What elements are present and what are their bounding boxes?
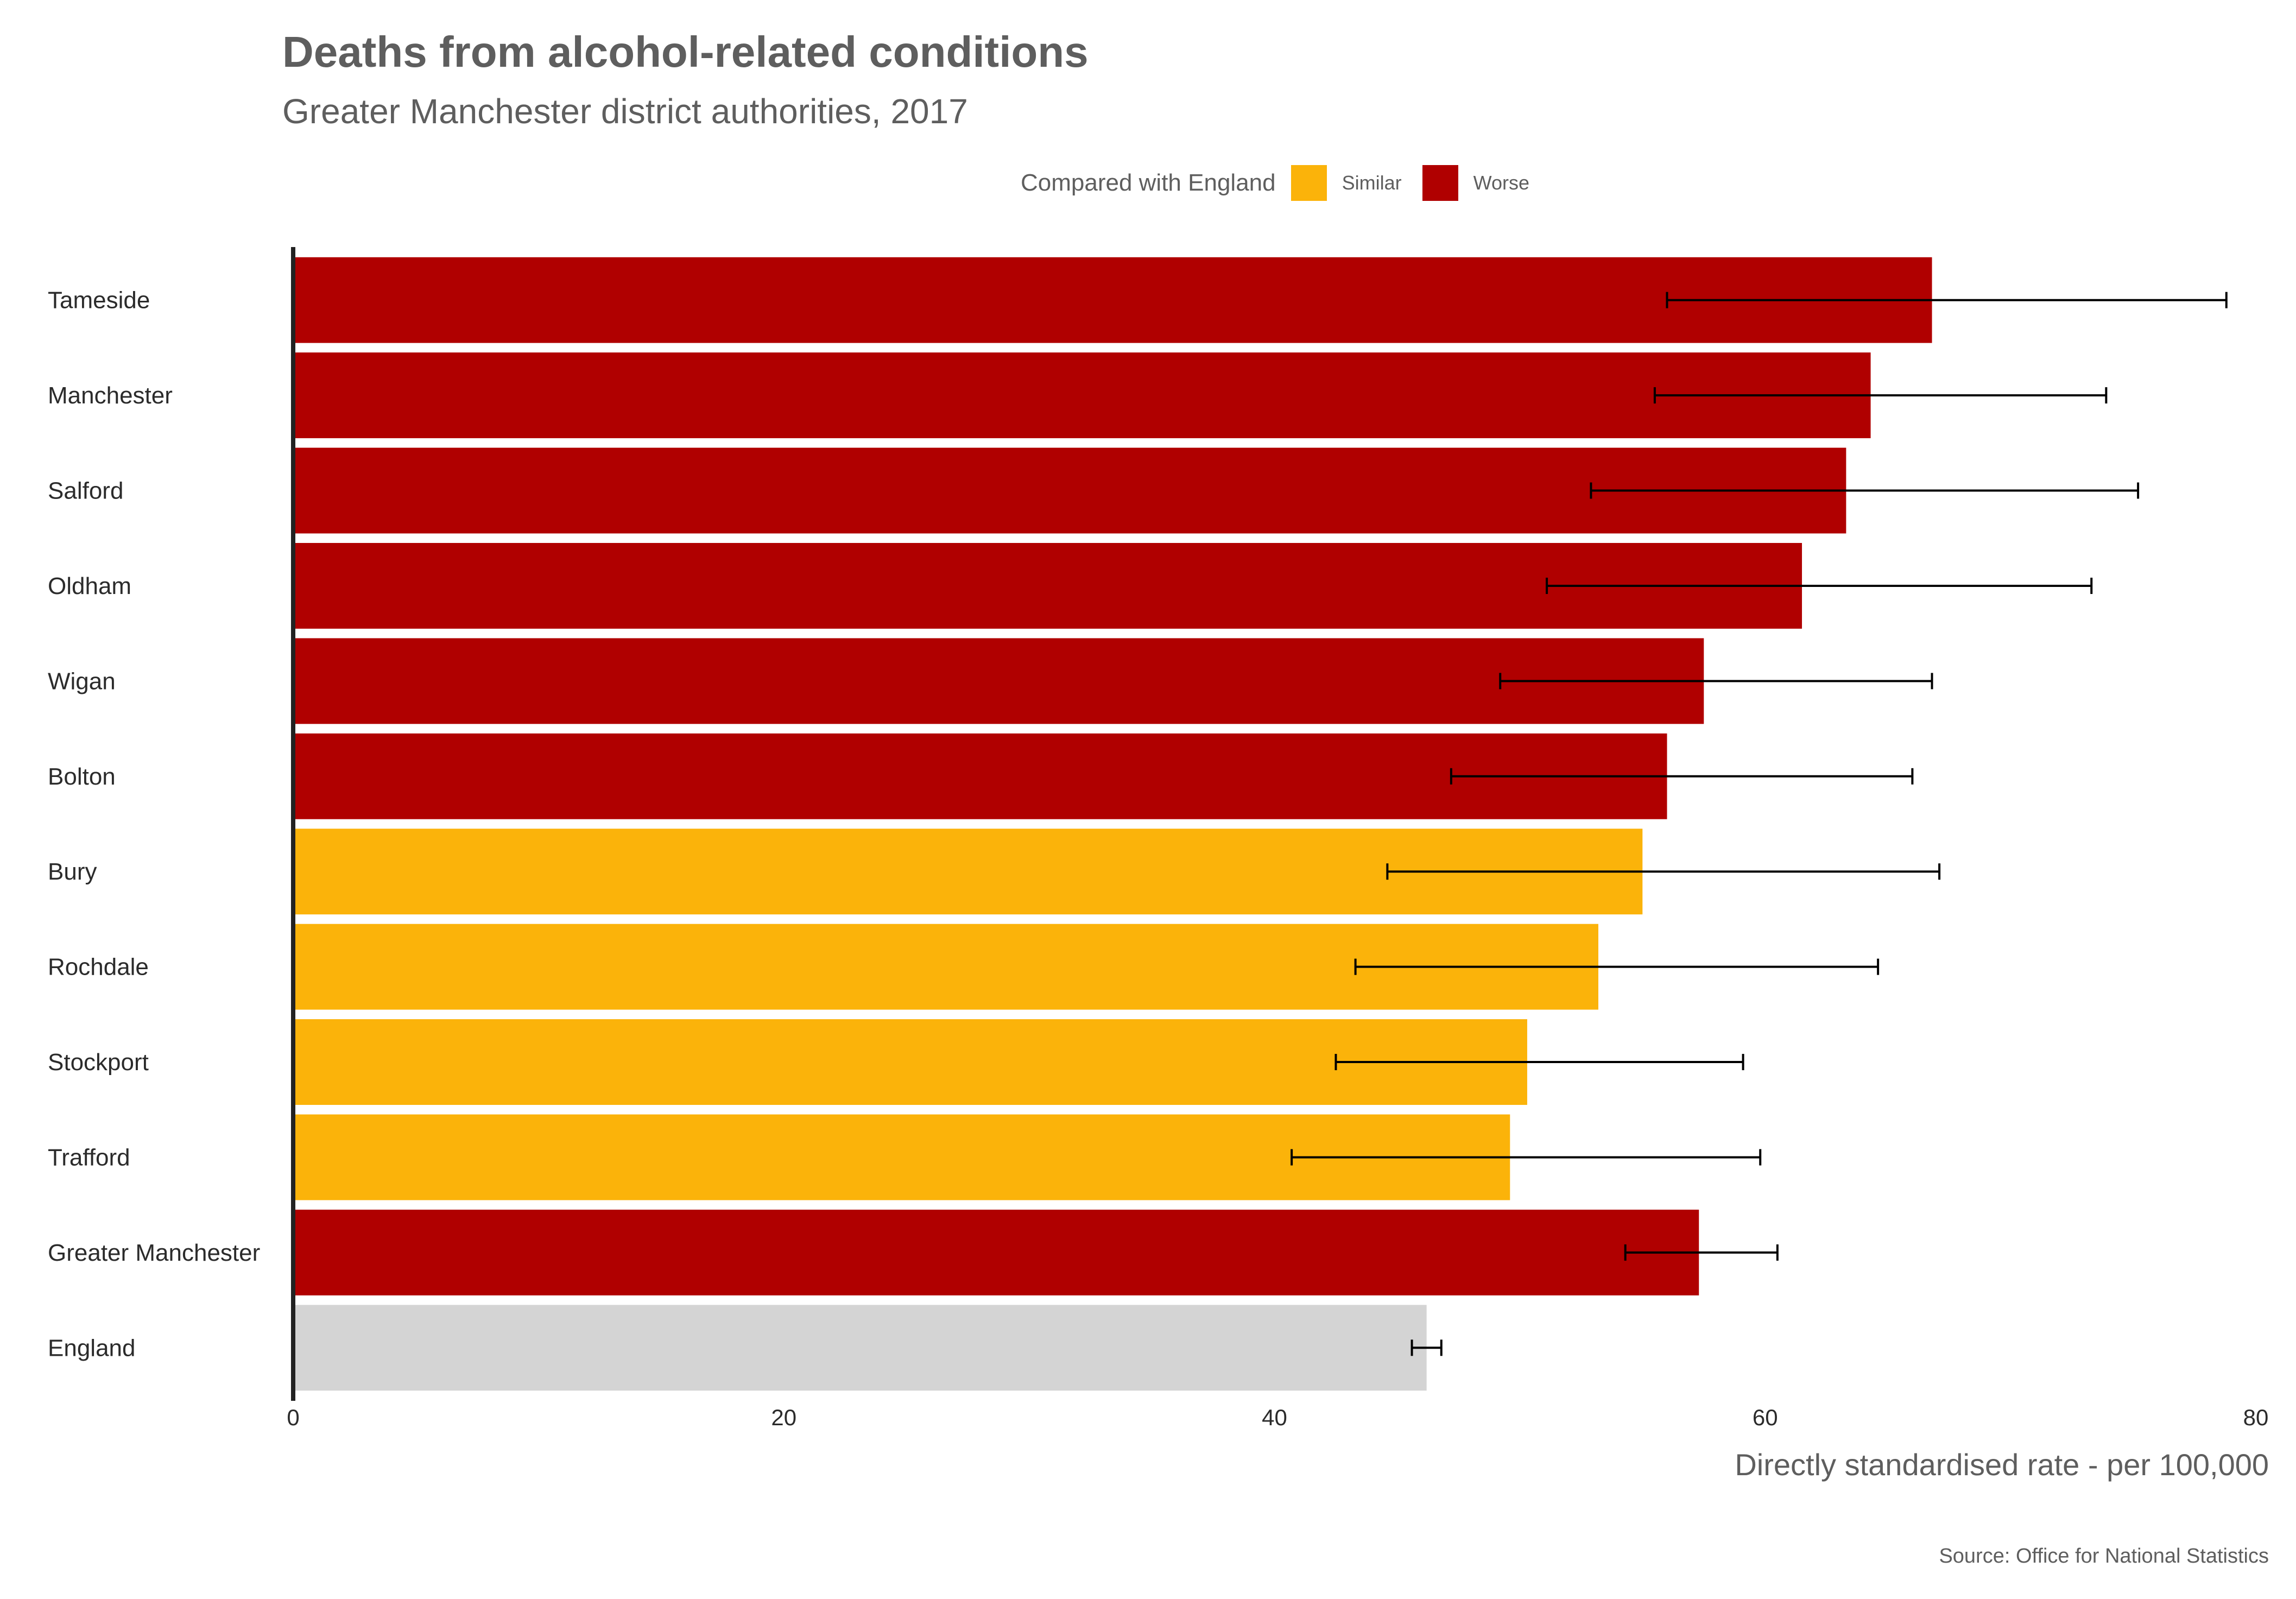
category-label-trafford: Trafford xyxy=(48,1144,130,1171)
bar-stockport xyxy=(293,1019,1527,1105)
x-tick-label-40: 40 xyxy=(1262,1405,1287,1430)
x-tick-label-80: 80 xyxy=(2243,1405,2269,1430)
x-tick-label-0: 0 xyxy=(287,1405,299,1430)
bar-salford xyxy=(293,447,1846,534)
category-label-tameside: Tameside xyxy=(48,287,150,314)
legend: Compared with England Similar Worse xyxy=(1021,164,1550,202)
chart-title: Deaths from alcohol-related conditions xyxy=(282,28,1089,76)
legend-swatch-worse xyxy=(1422,165,1458,201)
x-axis-title: Directly standardised rate - per 100,000 xyxy=(1735,1448,2269,1482)
legend-swatch-similar xyxy=(1291,165,1327,201)
category-label-bolton: Bolton xyxy=(48,763,116,790)
category-label-greater-manchester: Greater Manchester xyxy=(48,1240,260,1266)
legend-title: Compared with England xyxy=(1021,169,1276,196)
bar-bolton xyxy=(293,733,1667,819)
x-tick-label-60: 60 xyxy=(1753,1405,1778,1430)
legend-label-similar: Similar xyxy=(1342,172,1402,194)
legend-label-worse: Worse xyxy=(1473,172,1529,194)
category-label-salford: Salford xyxy=(48,478,123,504)
category-label-manchester: Manchester xyxy=(48,382,173,409)
bar-greater-manchester xyxy=(293,1209,1699,1295)
category-label-oldham: Oldham xyxy=(48,573,131,599)
category-label-stockport: Stockport xyxy=(48,1049,149,1076)
bar-wigan xyxy=(293,638,1704,724)
bar-manchester xyxy=(293,352,1871,439)
chart-subtitle: Greater Manchester district authorities,… xyxy=(282,92,968,131)
category-label-rochdale: Rochdale xyxy=(48,954,149,981)
source-caption: Source: Office for National Statistics xyxy=(1939,1545,2269,1568)
bar-england xyxy=(293,1305,1427,1391)
category-label-wigan: Wigan xyxy=(48,668,116,694)
category-label-bury: Bury xyxy=(48,858,97,885)
x-tick-label-20: 20 xyxy=(771,1405,796,1430)
bar-tameside xyxy=(293,257,1932,343)
category-label-england: England xyxy=(48,1335,135,1361)
